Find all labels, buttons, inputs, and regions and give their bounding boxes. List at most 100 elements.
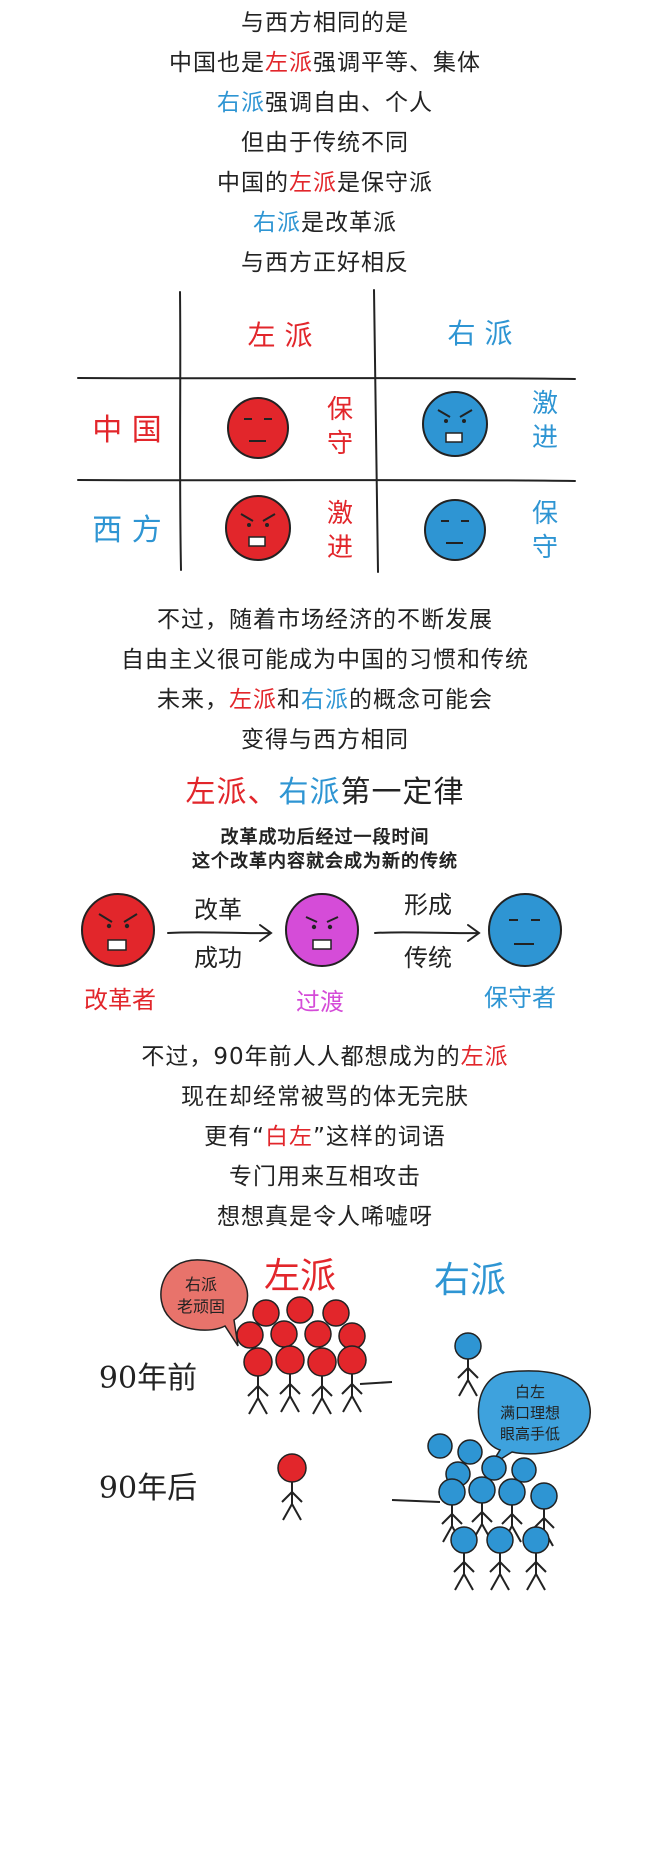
arrow-reform-success-icon [167, 924, 273, 942]
ending-l3a: 更有“ [204, 1124, 265, 1150]
middle-line-4: 变得与西方相同 [0, 725, 650, 755]
ending-l2: 现在却经常被骂的体无完肤 [181, 1084, 469, 1110]
bubble-left-line-2: 老顽固 [177, 1297, 225, 1316]
china-left-word-1: 保 [327, 395, 353, 425]
table-vline-1 [179, 291, 182, 571]
arrow2-bottom-label: 传统 [404, 944, 452, 972]
ending-line-1: 不过，90年前人人都想成为的左派 [0, 1042, 650, 1072]
blue-single-before [454, 1332, 482, 1397]
ending-l3c: ”这样的词语 [313, 1124, 446, 1150]
face-west-right-calm-icon [424, 499, 486, 561]
blue-crowd-after [391, 1433, 558, 1591]
west-left-word-2: 进 [327, 533, 353, 563]
label-reformer: 改革者 [84, 986, 156, 1014]
intro-l5a: 中国的 [217, 170, 289, 196]
ending-l3b: 白左 [265, 1124, 313, 1150]
face-china-right-angry-icon [422, 391, 488, 457]
intro-l6b: 是改革派 [301, 210, 397, 236]
law-title_a: 左派 [185, 775, 248, 810]
arrow-form-tradition-icon [374, 924, 481, 942]
crowd-col-left-label: 左派 [264, 1256, 336, 1297]
ending-l5: 想想真是令人唏嘘呀 [217, 1204, 433, 1230]
intro-line-2: 中国也是左派强调平等、集体 [0, 48, 650, 78]
arrow1-top-label: 改革 [194, 896, 242, 924]
intro-line-6: 右派是改革派 [0, 208, 650, 238]
table-vline-2 [373, 289, 379, 573]
law-desc-2: 这个改革内容就会成为新的传统 [0, 850, 650, 874]
intro-line-3: 右派强调自由、个人 [0, 88, 650, 118]
intro-l7: 与西方正好相反 [241, 250, 409, 276]
reformer-face-icon [81, 893, 155, 967]
arrow1-bottom-label: 成功 [194, 944, 242, 972]
middle-l3e: 的概念可能会 [349, 687, 493, 713]
intro-line-5: 中国的左派是保守派 [0, 168, 650, 198]
ending-l4: 专门用来互相攻击 [229, 1164, 421, 1190]
label-transition: 过渡 [296, 988, 344, 1016]
china-left-word-2: 守 [327, 429, 353, 459]
intro-line-7: 与西方正好相反 [0, 248, 650, 278]
ending-line-3: 更有“白左”这样的词语 [0, 1122, 650, 1152]
arrow2-top-label: 形成 [404, 891, 452, 919]
conservative-face-icon [488, 893, 562, 967]
middle-line-3: 未来，左派和右派的概念可能会 [0, 685, 650, 715]
west-left-word-1: 激 [327, 499, 353, 529]
face-west-left-angry-icon [225, 495, 291, 561]
west-right-word-2: 守 [532, 533, 558, 563]
face-china-left-calm-icon [227, 397, 289, 459]
law-title_c: 右派 [278, 775, 341, 810]
col-right-label: 右 派 [448, 317, 513, 350]
middle-l3c: 和 [277, 687, 301, 713]
china-right-word-1: 激 [532, 389, 558, 419]
row-label-before: 90年前 [99, 1361, 197, 1396]
col-left-label: 左 派 [248, 319, 313, 352]
comparison-table: 左 派 右 派 中 国 西 方 保 守 激 进 激 进 保 守 [77, 289, 576, 573]
speech-bubble-left: 右派 老顽固 [160, 1259, 249, 1347]
row-label-after: 90年后 [99, 1471, 197, 1506]
intro-l3a: 右派 [217, 90, 265, 116]
table-hline-2 [77, 479, 576, 482]
middle-l1: 不过，随着市场经济的不断发展 [157, 607, 493, 633]
middle-l3a: 未来， [157, 687, 229, 713]
table-hline-1 [77, 377, 576, 380]
row-china-label: 中 国 [92, 413, 162, 448]
middle-l4: 变得与西方相同 [241, 727, 409, 753]
intro-l6a: 右派 [253, 210, 301, 236]
intro-l2c: 强调平等、集体 [313, 50, 481, 76]
intro-l2a: 中国也是 [169, 50, 265, 76]
transition-face-icon [285, 893, 359, 967]
intro-l5b: 左派 [289, 170, 337, 196]
law-title_d: 第一定律 [340, 775, 465, 810]
ending-line-5: 想想真是令人唏嘘呀 [0, 1202, 650, 1232]
intro-l1: 与西方相同的是 [241, 10, 409, 36]
label-conservative: 保守者 [484, 984, 556, 1012]
bubble-right-line-2: 满口理想 [500, 1404, 560, 1422]
law-desc-1: 改革成功后经过一段时间 [0, 826, 650, 850]
law-title_b: 、 [247, 775, 279, 810]
intro-l5c: 是保守派 [337, 170, 433, 196]
ending-l1a: 不过，90年前人人都想成为的 [141, 1044, 461, 1070]
intro-l4: 但由于传统不同 [241, 130, 409, 156]
intro-l3b: 强调自由、个人 [265, 90, 433, 116]
middle-line-2: 自由主义很可能成为中国的习惯和传统 [0, 645, 650, 675]
bubble-left-line-1: 右派 [185, 1275, 217, 1294]
ending-line-2: 现在却经常被骂的体无完肤 [0, 1082, 650, 1112]
speech-bubble-right: 白左 满口理想 眼高手低 [477, 1370, 591, 1467]
ending-line-4: 专门用来互相攻击 [0, 1162, 650, 1192]
row-west-label: 西 方 [92, 513, 162, 548]
red-crowd-before [236, 1296, 393, 1415]
china-right-word-2: 进 [532, 423, 558, 453]
middle-l3d: 右派 [301, 687, 349, 713]
bubble-right-line-1: 白左 [515, 1383, 545, 1401]
ending-l1b: 左派 [460, 1044, 509, 1070]
intro-l2b: 左派 [265, 50, 313, 76]
middle-line-1: 不过，随着市场经济的不断发展 [0, 605, 650, 635]
bubble-right-line-3: 眼高手低 [500, 1425, 560, 1443]
middle-l3b: 左派 [229, 687, 277, 713]
law-title: 左派、右派第一定律 [0, 775, 650, 811]
crowd-col-right-label: 右派 [434, 1260, 506, 1301]
law-desc1: 改革成功后经过一段时间 [220, 827, 430, 848]
west-right-word-1: 保 [532, 499, 558, 529]
intro-line-1: 与西方相同的是 [0, 8, 650, 38]
